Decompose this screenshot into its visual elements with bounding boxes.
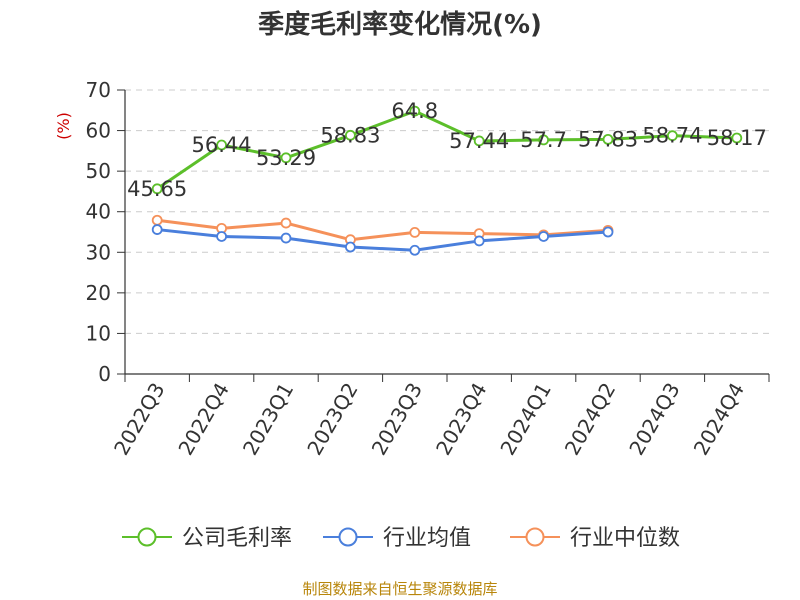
y-tick-label: 30 [86, 240, 111, 264]
y-axis-unit-label: (%) [54, 112, 73, 140]
data-point[interactable] [667, 130, 678, 142]
legend-marker [525, 527, 545, 547]
legend-item[interactable]: 公司毛利率 [122, 526, 292, 551]
series-lines [151, 105, 743, 256]
data-label: 58.83 [320, 123, 380, 147]
legend-marker [137, 527, 157, 547]
y-tick-label: 20 [86, 281, 111, 305]
y-tick-label: 10 [86, 321, 111, 345]
legend-marker [338, 527, 358, 547]
data-label: 57.7 [520, 128, 567, 152]
chart-title: 季度毛利率变化情况(%) [258, 9, 542, 40]
x-tick-label: 2022Q4 [173, 379, 233, 460]
legend-item[interactable]: 行业均值 [323, 526, 471, 551]
data-point[interactable] [409, 105, 421, 117]
series-line [157, 218, 609, 242]
source-note: 制图数据来自恒生聚源数据库 [302, 580, 497, 598]
data-label: 58.17 [707, 126, 767, 150]
data-label: 53.29 [256, 146, 316, 170]
data-point[interactable] [409, 227, 421, 238]
y-tick-label: 70 [86, 78, 111, 102]
data-point[interactable] [473, 235, 485, 247]
series-line [157, 228, 609, 252]
data-point[interactable] [409, 244, 421, 256]
legend: 公司毛利率 行业均值 行业中位数 [122, 526, 680, 551]
data-point[interactable] [151, 183, 163, 195]
x-tick-label: 2024Q3 [624, 379, 684, 460]
legend-label: 公司毛利率 [182, 526, 292, 551]
x-tick-label: 2024Q1 [495, 379, 555, 460]
x-tick-label: 2022Q3 [109, 379, 169, 460]
data-point[interactable] [216, 231, 228, 242]
data-point[interactable] [473, 135, 485, 147]
y-tick-label: 0 [98, 362, 111, 386]
data-point[interactable] [280, 232, 292, 244]
data-label: 56.44 [192, 133, 252, 157]
x-tick-label: 2024Q2 [560, 379, 620, 460]
legend-label: 行业均值 [383, 526, 471, 551]
data-point[interactable] [151, 214, 163, 226]
data-label: 58.74 [642, 124, 702, 148]
data-point[interactable] [344, 241, 356, 253]
legend-item[interactable]: 行业中位数 [510, 526, 680, 551]
grid-lines [125, 89, 769, 334]
data-label: 57.44 [449, 129, 509, 153]
data-point[interactable] [602, 226, 614, 238]
y-tick-label: 60 [86, 119, 111, 143]
data-point[interactable] [731, 132, 743, 144]
y-tick-label: 40 [86, 200, 111, 224]
data-point[interactable] [151, 224, 163, 235]
series-line [156, 109, 737, 191]
data-point[interactable] [602, 133, 614, 145]
x-tick-label: 2023Q1 [238, 379, 298, 460]
data-label: 64.8 [391, 99, 438, 123]
data-label: 45.65 [127, 177, 187, 201]
data-point[interactable] [216, 139, 228, 151]
series-1 [151, 105, 743, 195]
data-point[interactable] [280, 217, 292, 229]
legend-label: 行业中位数 [570, 526, 680, 551]
x-tick-label: 2024Q4 [689, 379, 749, 460]
data-point[interactable] [344, 129, 356, 141]
x-tick-label: 2023Q2 [302, 379, 362, 460]
data-label: 57.83 [578, 127, 638, 151]
data-point[interactable] [538, 231, 549, 242]
x-tick-label: 2023Q3 [367, 379, 427, 460]
y-tick-label: 50 [86, 159, 111, 183]
data-point[interactable] [280, 152, 292, 164]
data-point[interactable] [538, 134, 549, 146]
series-2 [151, 224, 614, 256]
x-tick-label: 2023Q4 [431, 379, 491, 460]
